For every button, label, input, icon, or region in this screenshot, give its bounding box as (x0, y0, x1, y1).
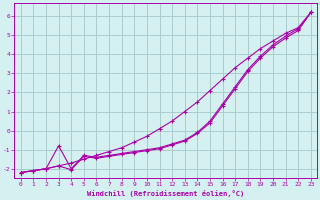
X-axis label: Windchill (Refroidissement éolien,°C): Windchill (Refroidissement éolien,°C) (87, 190, 244, 197)
